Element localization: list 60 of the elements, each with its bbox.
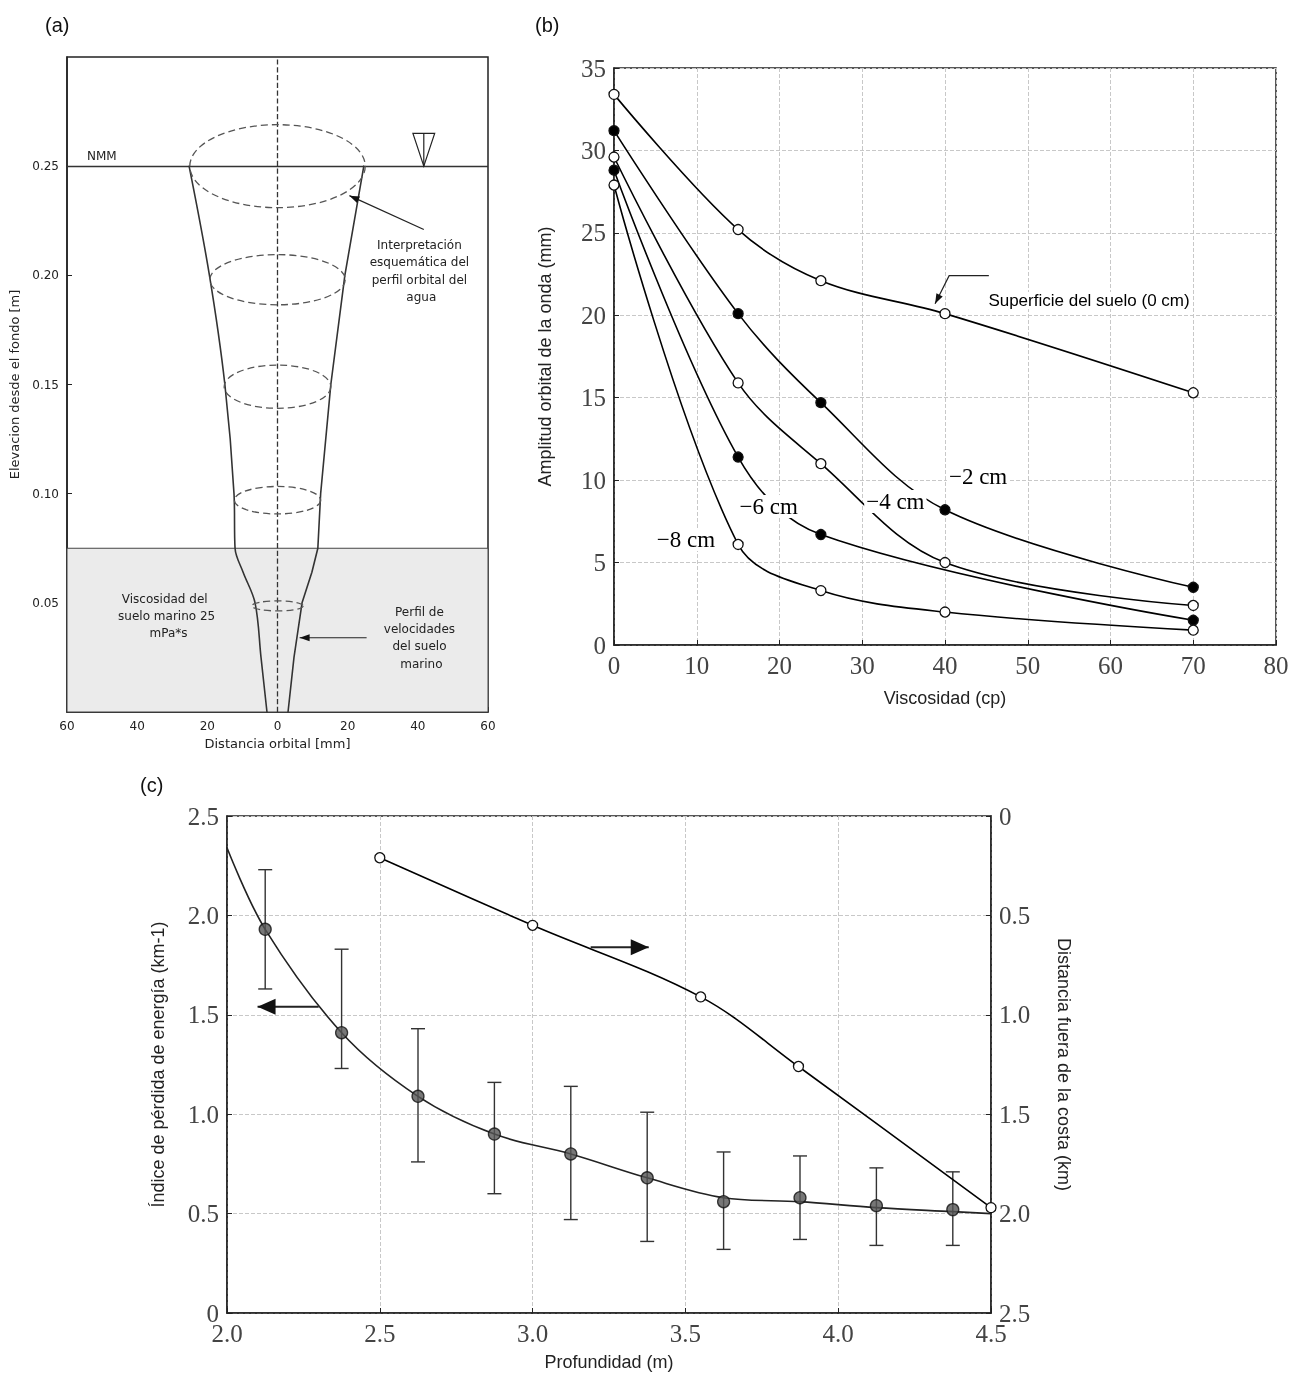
y-tick-label: 30	[581, 136, 606, 164]
y-tick-label: 35	[581, 54, 606, 82]
x-tick-label: 20	[767, 652, 792, 679]
x-tick-label: 80	[1263, 652, 1289, 679]
y-tick-label: 2.0	[187, 901, 219, 929]
y-axis-title: Elevacion desde el fondo [m]	[7, 289, 22, 480]
x-axis-title: Profundidad (m)	[544, 1352, 674, 1372]
x-tick-label: 4.0	[822, 1320, 854, 1347]
x-tick-label: 60	[59, 719, 75, 733]
x-tick-label: 60	[480, 719, 496, 733]
series-label: −6 cm	[739, 494, 799, 520]
series-label: −8 cm	[656, 526, 716, 552]
y-tick-label: 5	[593, 549, 606, 577]
x-tick-label: 20	[340, 719, 356, 733]
series-label: −4 cm	[866, 489, 925, 515]
y2-tick-label: 2.0	[999, 1200, 1031, 1228]
y-tick-label: 0	[593, 631, 606, 659]
y-tick-label: 0.05	[32, 595, 59, 610]
x-tick-label: 50	[1015, 652, 1041, 679]
y-axis-title: Índice de pérdida de energía (km-1)	[148, 921, 168, 1208]
x-tick-label: 2.5	[364, 1320, 396, 1347]
series-label: Superficie del suelo (0 cm)	[988, 290, 1190, 310]
annotation: Perfil de velocidades del suelo marino	[383, 604, 459, 671]
x-tick-label: 70	[1180, 652, 1206, 679]
y2-tick-label: 0	[999, 802, 1012, 830]
y-tick-label: 0.10	[32, 486, 59, 501]
annotation: Viscosidad del suelo marino 25 mPa*s	[118, 591, 216, 641]
y-tick-label: 2.5	[187, 802, 219, 830]
y-tick-label: 1.0	[187, 1100, 219, 1128]
y-tick-label: 20	[581, 301, 606, 329]
y-tick-label: 0.25	[32, 159, 59, 174]
y-tick-label: 1.5	[187, 1001, 219, 1029]
chart-title: (c)	[140, 774, 164, 796]
x-tick-label: 3.0	[516, 1320, 549, 1347]
y-tick-label: 25	[581, 219, 606, 247]
series-label: −2 cm	[948, 464, 1008, 490]
x-axis-title: Viscosidad (cp)	[883, 688, 1007, 708]
annotation: Interpretación esquemática del perfil orbital del agua	[369, 237, 473, 305]
y2-axis-title: Distancia fuera de la costa (km)	[1054, 937, 1074, 1192]
x-axis-title: Distancia orbital [mm]	[204, 735, 351, 751]
ref-line-label: NMM	[87, 149, 117, 164]
y2-tick-label: 0.5	[999, 901, 1031, 929]
x-tick-label: 60	[1098, 652, 1123, 679]
x-tick-label: 40	[129, 719, 145, 733]
x-tick-label: 30	[849, 652, 875, 679]
x-tick-label: 3.5	[669, 1320, 702, 1347]
chart-title: (a)	[45, 14, 70, 36]
x-tick-label: 10	[684, 652, 710, 679]
x-tick-label: 0	[273, 719, 282, 733]
y-tick-label: 0.5	[187, 1200, 219, 1228]
y-tick-label: 15	[581, 384, 606, 412]
x-tick-label: 40	[410, 719, 426, 733]
chart-title: (b)	[535, 14, 560, 36]
y2-tick-label: 1.5	[999, 1100, 1031, 1128]
y-axis-title: Amplitud orbital de la onda (mm)	[535, 226, 555, 487]
y-tick-label: 10	[581, 466, 606, 494]
y2-tick-label: 1.0	[999, 1001, 1031, 1029]
y-tick-label: 0.20	[32, 268, 59, 283]
x-tick-label: 40	[932, 652, 958, 679]
y-tick-label: 0.15	[32, 377, 59, 392]
